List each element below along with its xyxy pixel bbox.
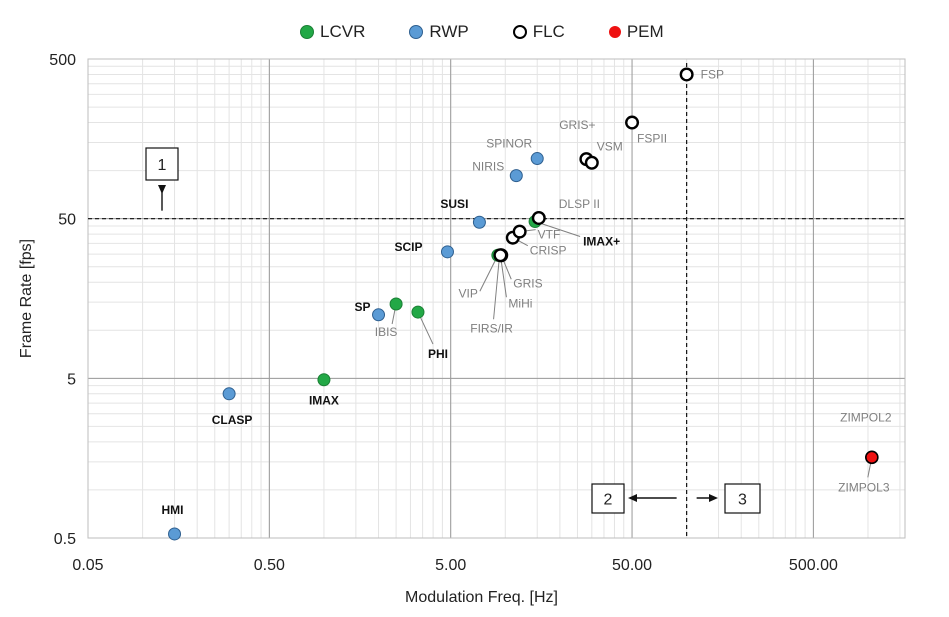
- label-imax: IMAX: [309, 394, 339, 408]
- threshold-lines: [88, 63, 905, 538]
- point-niris: [509, 169, 523, 183]
- legend-label-flc: FLC: [532, 22, 565, 41]
- y-tick-label: 500: [49, 52, 76, 69]
- leader-imax-: [534, 221, 581, 237]
- point-scip: [440, 245, 454, 259]
- point-clasp: [222, 387, 236, 401]
- label-crisp: CRISP: [530, 244, 567, 258]
- y-tick-label: 5: [67, 371, 76, 388]
- point-hmi: [168, 527, 182, 541]
- label-firs-ir: FIRS/IR: [470, 321, 513, 335]
- point-dlsp-ii: [531, 210, 546, 225]
- point-ibis: [389, 297, 403, 311]
- y-tick-label: 0.5: [54, 531, 76, 548]
- point-vtf: [512, 224, 527, 239]
- legend: LCVR RWP FLC PEM: [300, 22, 664, 42]
- axes: 0.05 0.50 5.00 50.00 500.00 0.5 5 50 500 Modulati…: [18, 52, 838, 606]
- x-axis-title: Modulation Freq. [Hz]: [405, 589, 558, 606]
- annotation-label-1: 1: [158, 157, 167, 174]
- legend-label-pem: PEM: [626, 22, 664, 41]
- label-gris-: GRIS+: [559, 118, 595, 132]
- point-susi: [472, 215, 486, 229]
- plot-border: [87, 58, 906, 539]
- legend-label-lcvr: LCVR: [320, 22, 366, 41]
- label-clasp: CLASP: [212, 413, 253, 427]
- label-susi: SUSI: [440, 197, 468, 211]
- legend-label-rwp: RWP: [429, 22, 469, 41]
- point-sp: [372, 308, 386, 322]
- label-spinor: SPINOR: [486, 137, 532, 151]
- annotation-label-3: 3: [738, 492, 747, 509]
- x-tick-label: 5.00: [435, 557, 466, 574]
- point-imax: [317, 373, 331, 387]
- y-axis-title: Frame Rate [fps]: [18, 239, 35, 358]
- x-tick-label: 0.05: [72, 557, 103, 574]
- label-zimpol2: ZIMPOL2: [840, 410, 892, 424]
- label-mihi: MiHi: [508, 296, 532, 310]
- arrow-left-head: [628, 494, 637, 502]
- annotation-box-2: [591, 483, 625, 514]
- label-scip: SCIP: [394, 240, 422, 254]
- label-vtf: VTF: [538, 228, 561, 242]
- label-niris: NIRIS: [472, 160, 504, 174]
- annotation-label-2: 2: [604, 492, 613, 509]
- y-tick-label: 50: [58, 212, 76, 229]
- legend-marker-rwp: [409, 25, 424, 39]
- point-fspii: [625, 115, 640, 130]
- legend-marker-lcvr: [300, 25, 314, 39]
- label-sp: SP: [355, 300, 371, 314]
- point-spinor: [530, 152, 544, 166]
- arrow-right-head: [709, 494, 718, 502]
- legend-marker-flc: [512, 25, 527, 39]
- point-phi: [411, 305, 425, 319]
- legend-item-rwp: RWP: [409, 22, 469, 42]
- grid: [87, 58, 906, 539]
- legend-marker-pem: [608, 26, 621, 38]
- point-zimpol-ring: [865, 450, 879, 465]
- data-points: [168, 67, 879, 541]
- label-gris: GRIS: [513, 276, 542, 290]
- x-tick-label: 50.00: [612, 557, 652, 574]
- label-vsm: VSM: [597, 140, 623, 154]
- point-fsp: [679, 67, 694, 82]
- legend-item-lcvr: LCVR: [300, 22, 365, 42]
- annotation-box-1: [145, 147, 179, 181]
- label-zimpol3: ZIMPOL3: [838, 480, 890, 494]
- leader-mihi: [499, 255, 507, 298]
- label-phi: PHI: [428, 347, 448, 361]
- label-imax-: IMAX+: [583, 234, 620, 248]
- leader-vip: [479, 255, 499, 292]
- annotation-box-3: [724, 483, 761, 514]
- point-mihi: [493, 248, 508, 263]
- label-ibis: IBIS: [375, 325, 398, 339]
- label-hmi: HMI: [162, 503, 184, 517]
- legend-item-flc: FLC: [512, 22, 565, 42]
- annotations: 1 2 3: [145, 147, 761, 514]
- leader-firs-ir: [493, 255, 501, 320]
- x-tick-label: 500.00: [789, 557, 838, 574]
- label-fspii: FSPII: [637, 132, 667, 146]
- label-vip: VIP: [459, 286, 478, 300]
- point-vsm: [584, 155, 599, 170]
- x-tick-label: 0.50: [254, 557, 285, 574]
- arrow-up-head: [158, 185, 166, 194]
- label-fsp: FSP: [701, 67, 724, 81]
- point-labels: HMI CLASP IMAX SP IBIS PHI SCIP SUSI NIRIS SPINOR…: [162, 67, 892, 516]
- label-dlsp-ii: DLSP II: [559, 197, 600, 211]
- legend-item-pem: PEM: [608, 22, 664, 42]
